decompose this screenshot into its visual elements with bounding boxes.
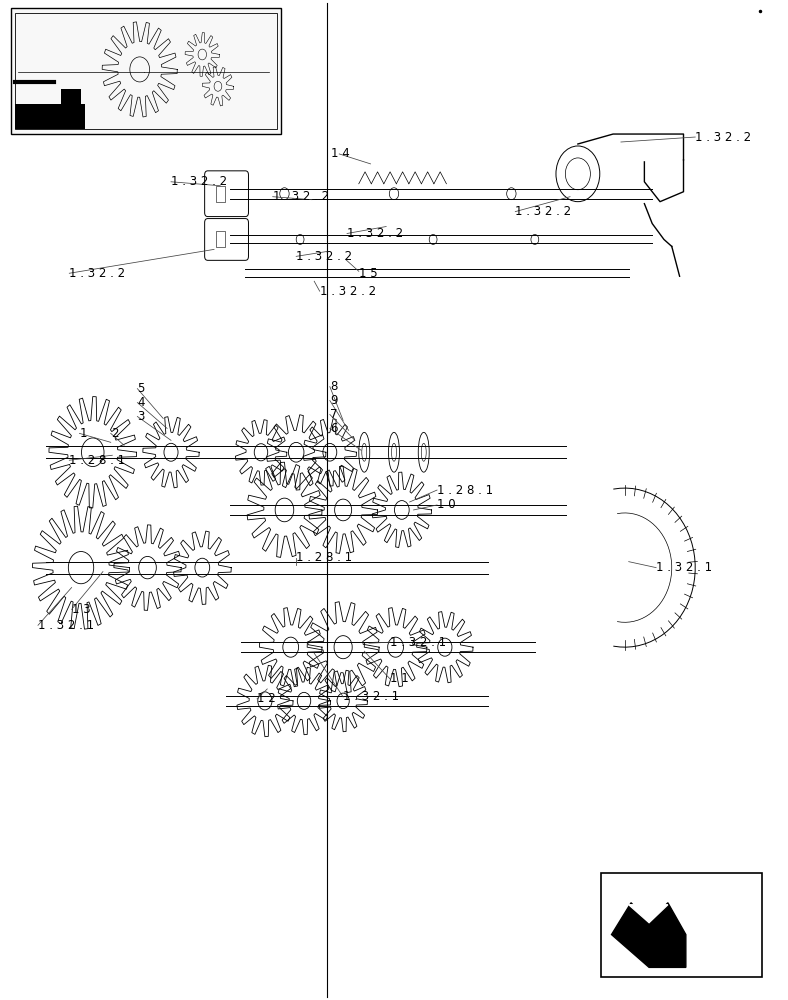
- Text: 4: 4: [137, 396, 145, 409]
- Circle shape: [389, 188, 399, 200]
- Circle shape: [429, 234, 437, 244]
- Bar: [14, 104, 85, 129]
- Text: 1 . 3 2 . 2: 1 . 3 2 . 2: [695, 131, 752, 144]
- Text: 1 . 3 2 . 1: 1 . 3 2 . 1: [656, 561, 712, 574]
- Text: 1 5: 1 5: [359, 267, 377, 280]
- Text: 1 . 3 2 . 1: 1 . 3 2 . 1: [390, 636, 446, 649]
- Text: 1 . 3 2 . 2: 1 . 3 2 . 2: [515, 205, 571, 218]
- Text: 8: 8: [330, 380, 337, 393]
- Text: 3: 3: [137, 410, 145, 423]
- Text: 5: 5: [137, 382, 145, 395]
- Bar: [216, 186, 225, 202]
- Text: 2: 2: [111, 427, 118, 440]
- FancyBboxPatch shape: [205, 219, 248, 260]
- Text: 1 4: 1 4: [332, 147, 350, 160]
- Text: 1 . 3 2 . 2: 1 . 3 2 . 2: [320, 285, 376, 298]
- FancyBboxPatch shape: [205, 171, 248, 217]
- Bar: [601, 873, 762, 977]
- Bar: [10, 8, 281, 134]
- Text: 1 . 2 8 . 1: 1 . 2 8 . 1: [437, 484, 493, 497]
- Bar: [61, 89, 81, 129]
- Text: 6: 6: [330, 422, 337, 435]
- Text: 1 . 3 2 . 2: 1 . 3 2 . 2: [347, 227, 403, 240]
- Text: 1 . 3 2 . 2: 1 . 3 2 . 2: [69, 267, 125, 280]
- Text: 1 2: 1 2: [257, 692, 276, 705]
- Text: 1 . 3 2 . 1: 1 . 3 2 . 1: [343, 690, 400, 703]
- Circle shape: [531, 234, 539, 244]
- Circle shape: [280, 188, 289, 200]
- Bar: [14, 13, 277, 129]
- Text: 9: 9: [330, 394, 337, 407]
- Text: 1 . 2 8 . 1: 1 . 2 8 . 1: [69, 454, 125, 467]
- Polygon shape: [611, 903, 686, 967]
- Text: 1 0: 1 0: [437, 498, 455, 511]
- Text: 1 1: 1 1: [390, 672, 409, 686]
- Text: 1 . 3 2 . 2: 1 . 3 2 . 2: [171, 175, 227, 188]
- Text: 1 3: 1 3: [72, 603, 91, 616]
- Circle shape: [507, 188, 516, 200]
- Polygon shape: [629, 905, 668, 923]
- Text: 1: 1: [80, 427, 87, 440]
- Text: 1 . 3 2 . 2: 1 . 3 2 . 2: [273, 190, 329, 203]
- Bar: [216, 231, 225, 247]
- Text: 7: 7: [330, 408, 337, 421]
- Text: 1 . 3 2 . 1: 1 . 3 2 . 1: [38, 619, 94, 632]
- Circle shape: [296, 234, 304, 244]
- Text: 1 . 2 8 . 1: 1 . 2 8 . 1: [296, 551, 352, 564]
- Text: 1 . 3 2 . 2: 1 . 3 2 . 2: [296, 250, 352, 263]
